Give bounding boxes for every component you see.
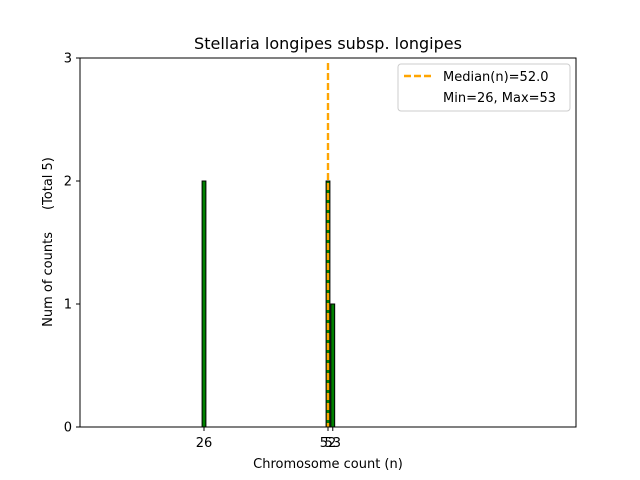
legend-frame <box>397 63 571 112</box>
bar-n-26 <box>201 180 207 428</box>
y-tick-label-3: 3 <box>64 52 72 67</box>
x-tick-label-52: 52 <box>320 436 337 451</box>
legend-range-label: Min=26, Max=53 <box>443 91 556 106</box>
chart-title: Stellaria longipes subsp. longipes <box>194 34 462 53</box>
y-tick-label-0: 0 <box>64 421 72 436</box>
legend: Median(n)=52.0 Min=26, Max=53 <box>397 63 571 112</box>
x-axis-label: Chromosome count (n) <box>253 457 403 472</box>
x-tick-label-53: 53 <box>324 436 341 451</box>
bar-n-53 <box>330 303 336 428</box>
x-tick-label-26: 26 <box>196 436 213 451</box>
y-tick-label-2: 2 <box>64 175 72 190</box>
y-axis-label-group: Num of counts (Total 5) <box>41 157 56 327</box>
legend-median-label: Median(n)=52.0 <box>443 70 549 85</box>
y-axis-label: Num of counts (Total 5) <box>41 157 56 327</box>
y-axis-label-main: Num of counts <box>41 232 56 327</box>
y-axis-label-total: (Total 5) <box>41 157 56 210</box>
y-tick-label-1: 1 <box>64 298 72 313</box>
y-axis: 0 1 2 3 <box>64 52 80 436</box>
